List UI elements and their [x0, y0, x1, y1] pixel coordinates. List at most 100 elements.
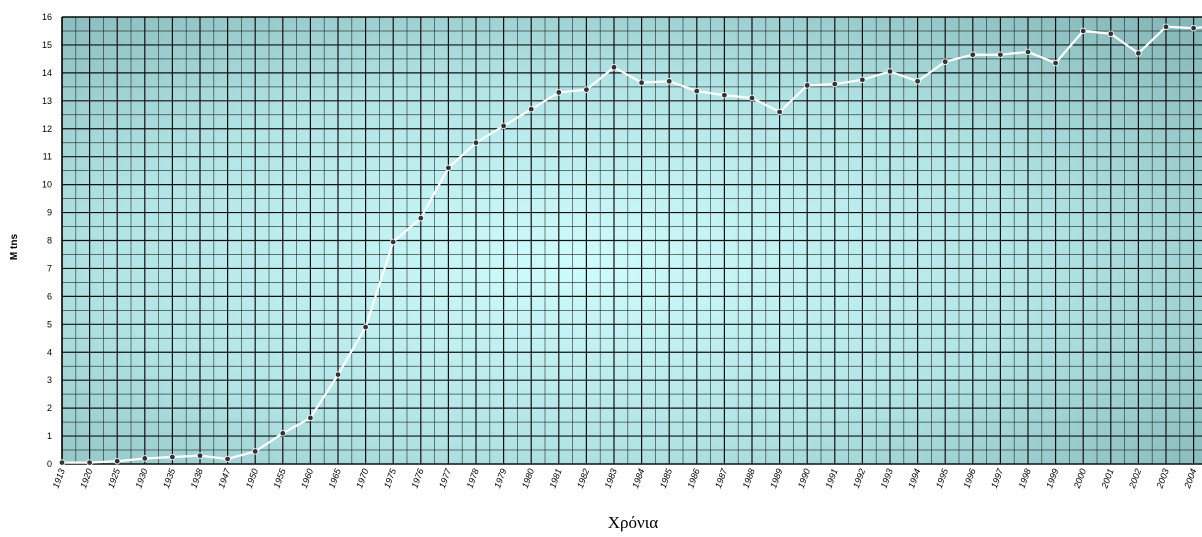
data-point — [196, 452, 204, 459]
x-tick-label: 1935 — [161, 466, 178, 489]
x-tick-label: 1992 — [851, 467, 867, 489]
y-tick-label: 13 — [42, 96, 52, 106]
data-point — [169, 453, 176, 461]
y-tick-label: 0 — [47, 459, 52, 469]
data-point — [1024, 48, 1032, 56]
x-tick-label: 1987 — [713, 466, 730, 489]
x-tick-label: 1938 — [189, 467, 205, 489]
data-point — [583, 86, 590, 93]
x-tick-label: 1996 — [961, 467, 977, 489]
data-point — [942, 58, 949, 65]
data-point — [886, 68, 894, 75]
data-point — [1162, 23, 1170, 30]
y-tick-label: 1 — [47, 431, 52, 441]
x-tick-label: 1986 — [685, 467, 701, 489]
data-point — [500, 122, 507, 130]
x-tick-label: 2000 — [1071, 467, 1088, 490]
data-point — [1107, 30, 1114, 37]
x-tick-label: 1947 — [216, 466, 233, 489]
y-tick-label: 3 — [47, 375, 52, 385]
x-tick-label: 1988 — [741, 467, 757, 489]
data-point — [638, 79, 645, 86]
y-tick-label: 12 — [42, 124, 52, 134]
data-point — [417, 214, 424, 222]
data-point — [141, 455, 148, 462]
data-point — [251, 448, 259, 455]
data-point — [859, 76, 866, 84]
x-tick-label: 1984 — [630, 467, 646, 489]
data-point — [113, 458, 121, 465]
x-tick-label: 1913 — [51, 467, 67, 489]
y-tick-label: 9 — [47, 208, 52, 218]
data-point — [224, 455, 231, 463]
x-tick-label: 1978 — [465, 467, 481, 489]
x-tick-label: 2001 — [1099, 467, 1116, 490]
y-tick-label: 16 — [42, 12, 52, 22]
x-tick-label: 1993 — [879, 467, 895, 489]
x-tick-label: 1960 — [299, 467, 315, 489]
x-tick-label: 1965 — [327, 466, 344, 489]
x-tick-label: 1990 — [796, 467, 812, 489]
x-tick-label: 1989 — [768, 467, 784, 489]
x-tick-label: 1979 — [492, 467, 508, 489]
x-tick-label: 1981 — [547, 467, 563, 489]
x-tick-label: 1975 — [382, 466, 399, 489]
data-point — [721, 92, 728, 99]
x-tick-label: 1930 — [133, 467, 149, 489]
data-point — [1135, 50, 1142, 57]
grid — [61, 16, 1202, 465]
x-tick-label: 1970 — [354, 467, 370, 489]
x-tick-label: 1976 — [409, 467, 425, 489]
data-point — [748, 94, 756, 102]
y-tick-label: 14 — [42, 68, 52, 78]
data-point — [969, 51, 976, 58]
x-tick-label: 1955 — [271, 466, 288, 489]
x-axis-label: Χρόνια — [608, 513, 659, 532]
y-axis-label: M tns — [9, 234, 20, 261]
data-point — [58, 459, 66, 466]
x-tick-label: 1999 — [1044, 467, 1060, 489]
x-tick-label: 1920 — [78, 467, 94, 489]
x-tick-label: 2002 — [1127, 467, 1144, 490]
data-point — [1079, 27, 1087, 35]
x-tick-label: 1925 — [106, 466, 123, 489]
x-tick-label: 1983 — [603, 467, 619, 489]
y-tick-label: 4 — [47, 347, 52, 357]
data-point — [776, 108, 783, 116]
data-point — [390, 238, 397, 246]
x-tick-label: 1991 — [823, 467, 839, 489]
x-tick-label: 2004 — [1182, 467, 1199, 490]
y-tick-label: 6 — [47, 291, 52, 301]
data-point — [914, 78, 921, 85]
data-point — [86, 459, 93, 466]
data-point — [528, 105, 535, 113]
data-points — [58, 23, 1197, 466]
data-point — [472, 139, 480, 146]
data-point — [831, 80, 838, 88]
y-tick-label: 8 — [47, 236, 52, 246]
x-axis-ticks: 1913 1920 1925 1930 1935 1938 1947 1950 1955 1960… — [51, 466, 1199, 490]
x-tick-label: 2003 — [1154, 467, 1171, 490]
x-tick-label: 1994 — [906, 467, 922, 489]
data-point — [610, 64, 618, 71]
data-point — [1052, 59, 1059, 67]
x-tick-label: 1985 — [658, 466, 675, 489]
x-tick-label: 1982 — [575, 467, 591, 489]
data-point — [555, 89, 562, 96]
data-point — [334, 371, 342, 378]
x-tick-label: 1950 — [244, 467, 260, 489]
y-tick-label: 15 — [42, 40, 52, 50]
y-tick-label: 10 — [42, 180, 52, 190]
data-point — [997, 51, 1004, 58]
x-tick-label: 1995 — [934, 466, 951, 489]
x-tick-label: 1997 — [989, 466, 1006, 489]
x-tick-label: 1998 — [1017, 467, 1033, 489]
data-point — [1190, 24, 1197, 32]
data-point — [279, 430, 286, 437]
data-point — [445, 164, 452, 172]
y-tick-label: 11 — [43, 152, 52, 162]
y-tick-label: 2 — [47, 403, 52, 413]
data-point — [693, 87, 700, 95]
